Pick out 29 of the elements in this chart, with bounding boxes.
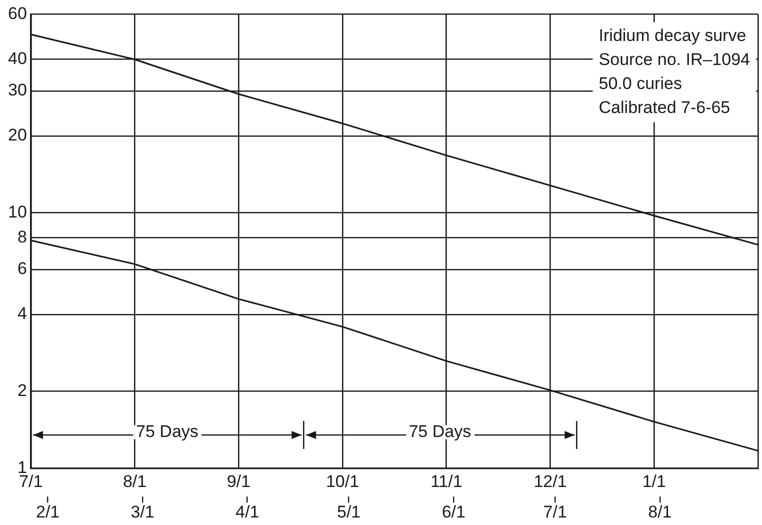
- y-tick-label: 30: [8, 80, 27, 100]
- x2-tick-label: 6/1: [442, 502, 466, 522]
- x-tick-label: 8/1: [122, 472, 147, 492]
- y-tick-label: 40: [8, 48, 27, 68]
- x-tick-label: 1/1: [642, 472, 666, 492]
- x-tick-label: 9/1: [226, 472, 250, 492]
- y-tick-label: 8: [17, 227, 27, 246]
- x2-tick-label: 7/1: [543, 502, 567, 522]
- annotation: Source no. IR–1094: [598, 50, 750, 69]
- x2-tick-label: 8/1: [648, 502, 672, 522]
- x-tick-label: 7/1: [19, 472, 43, 492]
- annotation: 50.0 curies: [598, 74, 682, 93]
- x-tick-label: 10/1: [326, 472, 360, 492]
- y-tick-label: 20: [8, 126, 27, 145]
- x2-tick-label: 3/1: [130, 502, 154, 522]
- x2-tick-label: 2/1: [36, 502, 60, 522]
- annotation: Calibrated 7-6-65: [598, 98, 730, 117]
- y-tick-label: 10: [8, 202, 27, 222]
- y-tick-label: 6: [17, 259, 27, 278]
- x2-tick-label: 5/1: [336, 502, 361, 522]
- y-tick-label: 4: [17, 304, 27, 324]
- annotation: Iridium decay surve: [598, 26, 746, 45]
- y-tick-label: 2: [17, 381, 27, 400]
- x2-tick-label: 4/1: [236, 502, 260, 522]
- annotation: 75 Days: [136, 422, 198, 441]
- x-tick-label: 12/1: [534, 472, 567, 492]
- x-tick-label: 11/1: [430, 472, 462, 492]
- y-tick-label: 60: [8, 4, 27, 23]
- annotation: 75 Days: [408, 422, 472, 441]
